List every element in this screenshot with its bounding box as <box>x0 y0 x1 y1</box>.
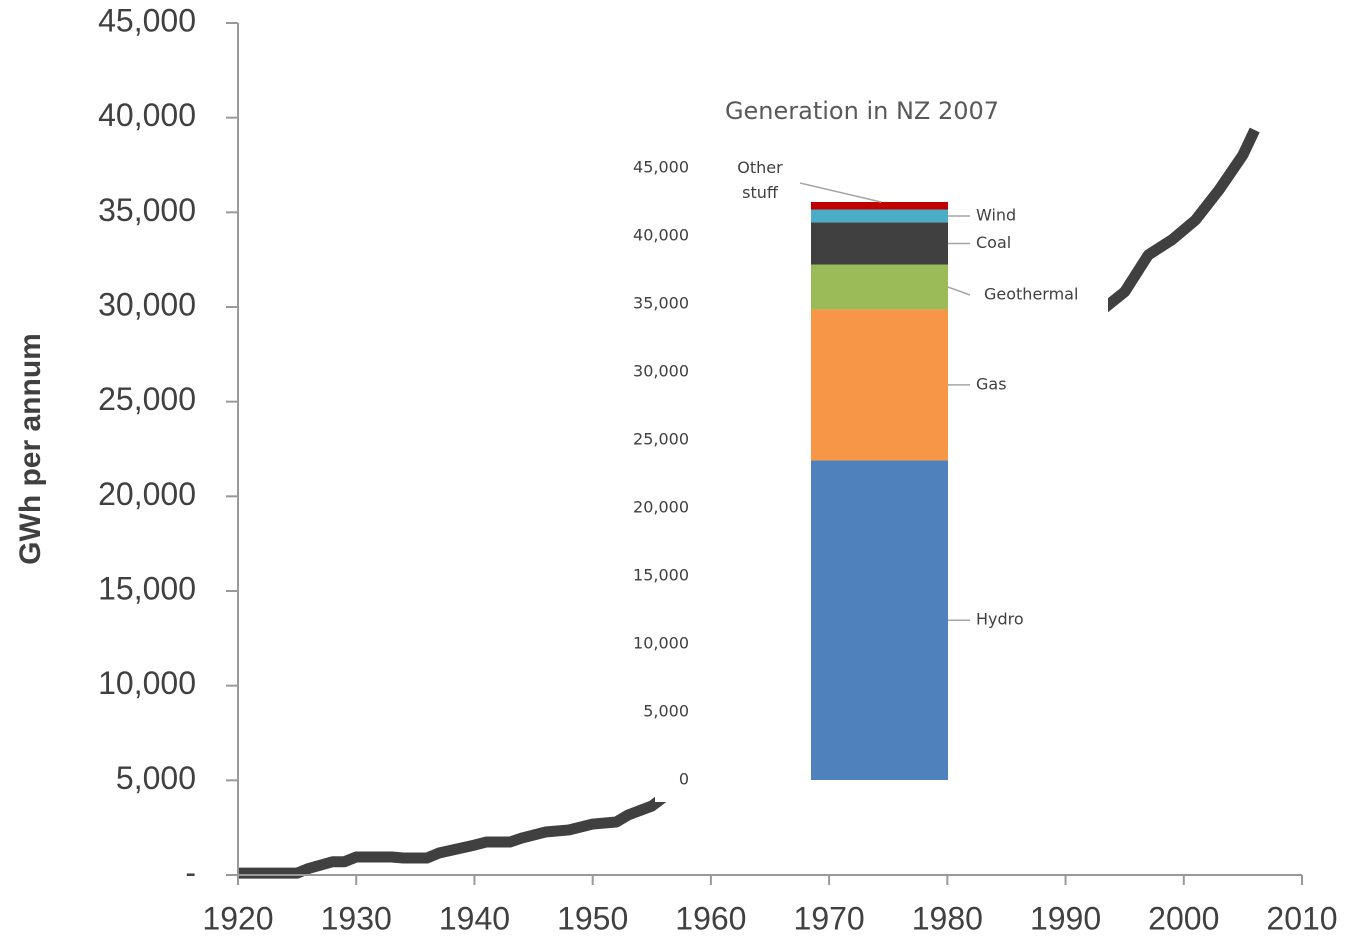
y-tick-label: 0 <box>679 770 689 789</box>
y-tick-label: 30,000 <box>633 362 689 381</box>
bar-segment <box>811 309 948 461</box>
x-tick-label: 1990 <box>1030 900 1101 936</box>
y-tick-label: - <box>185 854 196 890</box>
x-tick-label: 1960 <box>675 900 746 936</box>
y-tick-label: 5,000 <box>116 760 196 796</box>
x-tick-label: 2010 <box>1266 900 1337 936</box>
inset-title: Generation in NZ 2007 <box>725 97 999 125</box>
y-tick-label: 35,000 <box>98 192 196 228</box>
data-label-line: stuff <box>742 183 779 202</box>
x-tick-label: 1920 <box>202 900 273 936</box>
data-label-line: Other <box>737 158 783 177</box>
y-tick-label: 40,000 <box>98 97 196 133</box>
data-label: Geothermal <box>984 285 1078 304</box>
y-tick-label: 45,000 <box>98 2 196 38</box>
x-tick-label: 1930 <box>321 900 392 936</box>
y-tick-label: 25,000 <box>98 381 196 417</box>
leader-line <box>947 286 971 296</box>
y-tick-label: 35,000 <box>633 294 689 313</box>
y-tick-label: 20,000 <box>633 498 689 517</box>
bar-segment <box>811 222 948 265</box>
data-label: Hydro <box>976 610 1024 629</box>
bar-segment <box>811 202 948 210</box>
y-tick-label: 20,000 <box>98 476 196 512</box>
data-label: Coal <box>976 233 1011 252</box>
y-tick-label: 15,000 <box>98 570 196 606</box>
bar-segment <box>811 264 948 310</box>
bar-segment <box>811 460 948 780</box>
x-tick-label: 1980 <box>912 900 983 936</box>
leader-line <box>799 182 882 203</box>
y-tick-label: 5,000 <box>643 702 689 721</box>
y-tick-label: 15,000 <box>633 566 689 585</box>
x-tick-label: 1970 <box>794 900 865 936</box>
data-label: Wind <box>976 205 1016 224</box>
data-label: Other stuff <box>737 158 783 202</box>
y-tick-label: 40,000 <box>633 226 689 245</box>
data-line <box>238 127 1260 879</box>
data-label: Gas <box>976 374 1007 393</box>
y-tick-label: 30,000 <box>98 286 196 322</box>
y-axis-label: GWh per annum <box>14 333 47 565</box>
y-tick-label: 25,000 <box>633 430 689 449</box>
y-tick-label: 10,000 <box>633 634 689 653</box>
y-tick-label: 10,000 <box>98 665 196 701</box>
x-tick-label: 2000 <box>1148 900 1219 936</box>
bar-segment <box>811 209 948 223</box>
x-tick-label: 1940 <box>439 900 510 936</box>
y-tick-label: 45,000 <box>633 158 689 177</box>
x-tick-label: 1950 <box>557 900 628 936</box>
